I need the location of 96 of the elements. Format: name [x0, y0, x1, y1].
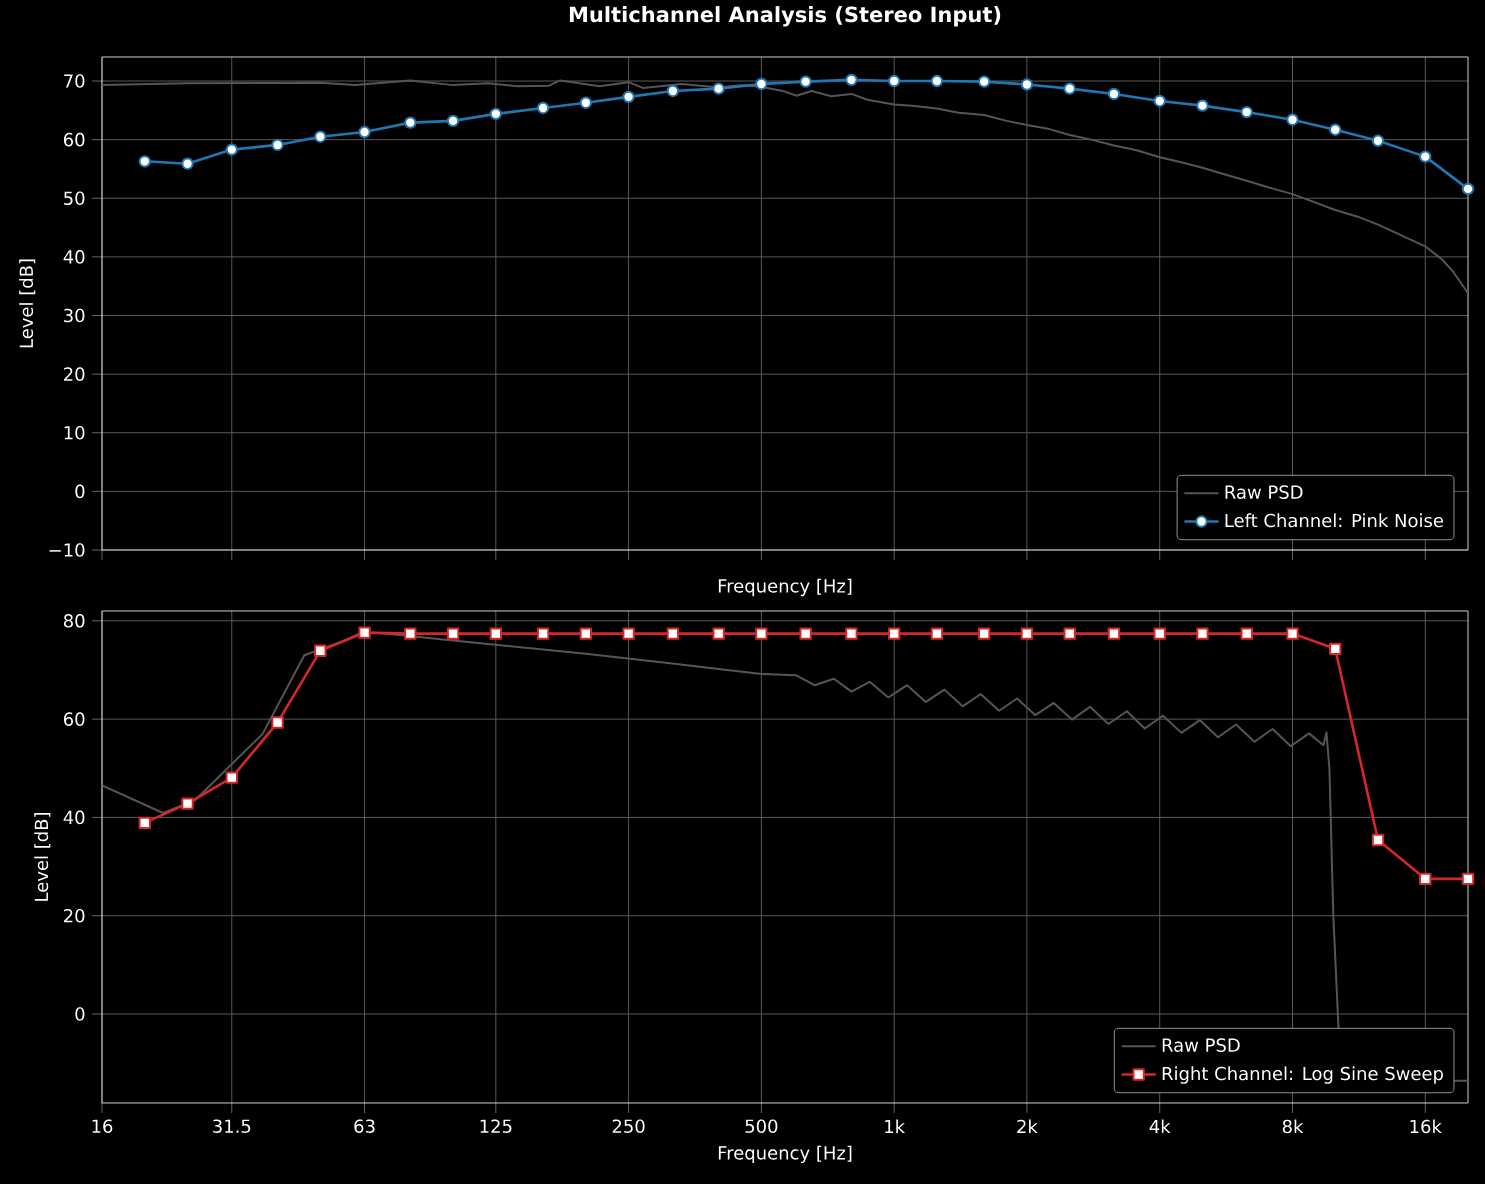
point [1286, 627, 1299, 640]
point [845, 627, 858, 640]
point [225, 143, 238, 156]
point [271, 138, 284, 152]
y-tick-label: 10 [64, 425, 85, 440]
y-tick-label: 60 [63, 712, 85, 726]
point [1286, 113, 1299, 126]
point [489, 107, 503, 121]
point [181, 797, 194, 810]
point [314, 644, 327, 657]
x-tick-label: 500 [745, 1119, 778, 1133]
point [1419, 872, 1432, 886]
y-tick-label: 30 [64, 308, 85, 323]
point [225, 771, 238, 784]
point [1063, 82, 1076, 95]
point [1196, 627, 1209, 640]
point [799, 627, 812, 640]
point [1107, 87, 1121, 101]
point [1153, 627, 1166, 640]
y-tick-label: 50 [64, 191, 85, 206]
point [977, 627, 991, 640]
point [358, 125, 371, 139]
point [622, 90, 635, 104]
point [138, 816, 151, 830]
legend-label: Right Channel: Log Sine Sweep [1162, 1066, 1443, 1084]
point [1020, 627, 1034, 640]
point [887, 74, 901, 88]
point [1461, 182, 1475, 196]
y-axis-title: Level [dB] [19, 259, 36, 348]
x-tick-label: 8k [1282, 1119, 1304, 1134]
point [666, 627, 680, 640]
point [579, 627, 593, 640]
legend-label: Raw PSD [1162, 1038, 1240, 1052]
point [1107, 627, 1121, 640]
point [1240, 105, 1253, 119]
point [1153, 94, 1166, 108]
point [446, 114, 460, 128]
point [1461, 872, 1475, 886]
point [138, 155, 151, 168]
x-tick-label: 1k [885, 1119, 906, 1134]
point [404, 116, 417, 129]
y-axis-title: Level [dB] [34, 813, 51, 901]
point [1329, 642, 1342, 656]
point [536, 101, 550, 115]
x-tick-label: 250 [612, 1119, 645, 1133]
y-tick-label: 20 [64, 367, 85, 381]
point [712, 82, 725, 95]
point [579, 96, 593, 109]
y-tick-label: 70 [64, 74, 85, 88]
x-tick-label: 4k [1149, 1119, 1171, 1134]
point [489, 627, 503, 640]
point [181, 157, 194, 170]
point [930, 74, 944, 88]
legend-label: Left Channel: Pink Noise [1225, 513, 1444, 528]
point [1371, 134, 1385, 148]
x-tick-label: 125 [480, 1119, 512, 1133]
point [314, 130, 327, 143]
point [1240, 627, 1253, 640]
y-tick-label: 40 [63, 810, 85, 825]
point [622, 627, 635, 640]
chart-title: Multichannel Analysis (Stereo Input) [569, 6, 1001, 27]
point [977, 75, 991, 88]
point [755, 77, 768, 91]
point [1371, 833, 1385, 847]
point [1020, 78, 1034, 91]
point [1329, 123, 1342, 136]
point [666, 84, 680, 98]
point [446, 627, 460, 640]
point [271, 716, 284, 729]
x-axis-title: Frequency [Hz] [718, 1145, 852, 1164]
point [536, 627, 550, 640]
y-tick-label: 0 [75, 484, 85, 499]
x-axis-title: Frequency [Hz] [718, 578, 852, 597]
x-tick-label: 16 [92, 1119, 113, 1133]
y-tick-label: 20 [64, 908, 85, 923]
point [1063, 627, 1076, 640]
point [930, 627, 944, 640]
x-tick-label: 63 [354, 1119, 375, 1133]
point [1419, 150, 1432, 163]
point [1196, 99, 1209, 112]
y-tick-label: 0 [75, 1007, 85, 1021]
y-tick-label: 40 [63, 250, 85, 264]
point [404, 627, 417, 640]
point [358, 626, 371, 639]
point [845, 73, 858, 87]
y-tick-label: −10 [49, 543, 85, 557]
point [755, 627, 768, 640]
y-tick-label: 60 [63, 132, 85, 147]
point [887, 627, 901, 640]
legend-label: Raw PSD [1225, 485, 1303, 499]
point [712, 627, 725, 640]
x-tick-label: 16k [1410, 1119, 1442, 1134]
x-tick-label: 31.5 [213, 1119, 251, 1133]
point [799, 75, 812, 88]
y-tick-label: 80 [63, 614, 85, 628]
x-tick-label: 2k [1017, 1119, 1038, 1134]
